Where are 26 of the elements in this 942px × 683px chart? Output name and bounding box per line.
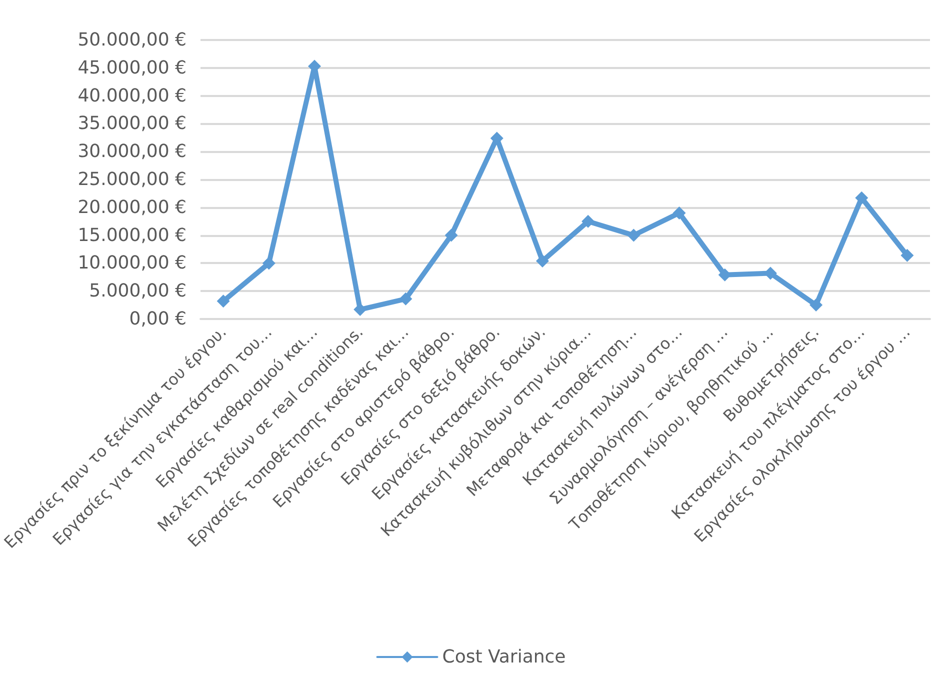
y-tick-label: 45.000,00 € (78, 57, 187, 78)
y-tick-label: 0,00 € (129, 308, 187, 330)
y-tick-label: 5.000,00 € (89, 280, 187, 302)
point (262, 256, 276, 270)
legend-label: Cost Variance (442, 646, 566, 668)
point (672, 206, 686, 220)
point (582, 214, 595, 228)
y-tick-label: 50.000,00 € (78, 30, 187, 50)
y-tick-label: 35.000,00 € (78, 113, 187, 134)
y-tick-label: 10.000,00 € (78, 252, 187, 274)
point (855, 191, 868, 204)
y-tick-label: 20.000,00 € (78, 196, 187, 218)
point (399, 292, 412, 306)
point (718, 268, 732, 282)
point (490, 132, 504, 145)
point (810, 298, 823, 312)
point (536, 254, 549, 268)
y-tick-label: 15.000,00 € (78, 224, 187, 246)
point (900, 248, 914, 262)
point (444, 228, 458, 242)
y-tick-label: 40.000,00 € (78, 85, 187, 106)
y-tick-label: 30.000,00 € (78, 141, 187, 162)
point (216, 294, 230, 308)
y-tick-label: 25.000,00 € (78, 169, 187, 190)
point (354, 303, 367, 316)
point (627, 228, 640, 242)
